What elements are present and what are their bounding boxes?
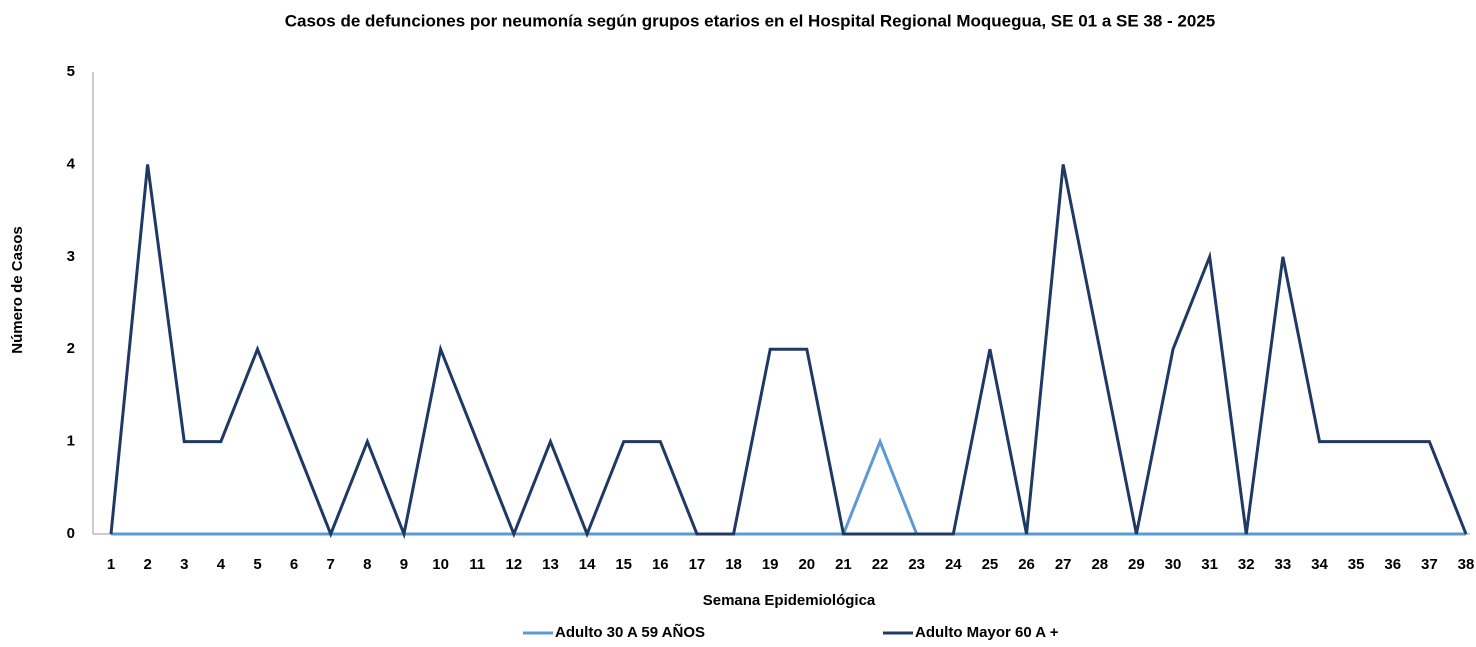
x-tick-label: 36	[1384, 556, 1401, 573]
x-tick-label: 34	[1311, 556, 1328, 573]
series-line	[111, 437, 1466, 536]
x-tick-label: 21	[835, 556, 852, 573]
x-tick-label: 14	[579, 556, 596, 573]
x-tick-label: 12	[505, 556, 522, 573]
series-line	[109, 164, 1468, 540]
x-tick-label: 2	[143, 556, 151, 573]
x-tick-label: 4	[217, 556, 226, 573]
x-tick-label: 31	[1201, 556, 1218, 573]
x-tick-label: 23	[908, 556, 925, 573]
y-tick-label: 0	[67, 525, 75, 542]
x-tick-label: 16	[652, 556, 669, 573]
legend-label: Adulto 30 A 59 AÑOS	[555, 623, 705, 641]
y-tick-label: 5	[67, 63, 75, 80]
x-tick-label: 35	[1348, 556, 1365, 573]
x-tick-label: 17	[689, 556, 706, 573]
x-tick-label: 38	[1458, 556, 1475, 573]
x-tick-label: 24	[945, 556, 962, 573]
x-tick-label: 8	[363, 556, 371, 573]
x-tick-label: 20	[798, 556, 815, 573]
legend-label: Adulto Mayor 60 A +	[915, 624, 1059, 641]
y-tick-label: 4	[67, 155, 76, 172]
x-tick-label: 11	[469, 556, 485, 573]
x-tick-label: 28	[1091, 556, 1108, 573]
x-tick-label: 5	[253, 556, 261, 573]
x-tick-label: 10	[432, 556, 449, 573]
x-tick-label: 6	[290, 556, 298, 573]
x-tick-label: 9	[400, 556, 408, 573]
x-tick-label: 37	[1421, 556, 1438, 573]
x-axis-label: Semana Epidemiológica	[703, 592, 876, 609]
x-tick-label: 26	[1018, 556, 1035, 573]
y-axis-label: Número de Casos	[9, 226, 26, 354]
x-tick-label: 27	[1055, 556, 1072, 573]
x-tick-label: 30	[1165, 556, 1182, 573]
x-tick-label: 33	[1275, 556, 1292, 573]
x-tick-label: 22	[872, 556, 889, 573]
y-tick-label: 2	[67, 340, 75, 357]
x-tick-label: 32	[1238, 556, 1255, 573]
x-tick-label: 3	[180, 556, 188, 573]
x-tick-label: 29	[1128, 556, 1145, 573]
chart-title: Casos de defunciones por neumonía según …	[285, 11, 1216, 30]
x-tick-label: 18	[725, 556, 742, 573]
y-tick-label: 3	[67, 248, 75, 265]
x-tick-label: 15	[615, 556, 632, 573]
y-tick-label: 1	[67, 433, 75, 450]
x-tick-label: 1	[107, 556, 115, 573]
x-tick-label: 13	[542, 556, 559, 573]
x-tick-label: 25	[982, 556, 999, 573]
x-tick-label: 19	[762, 556, 779, 573]
x-tick-label: 7	[327, 556, 335, 573]
